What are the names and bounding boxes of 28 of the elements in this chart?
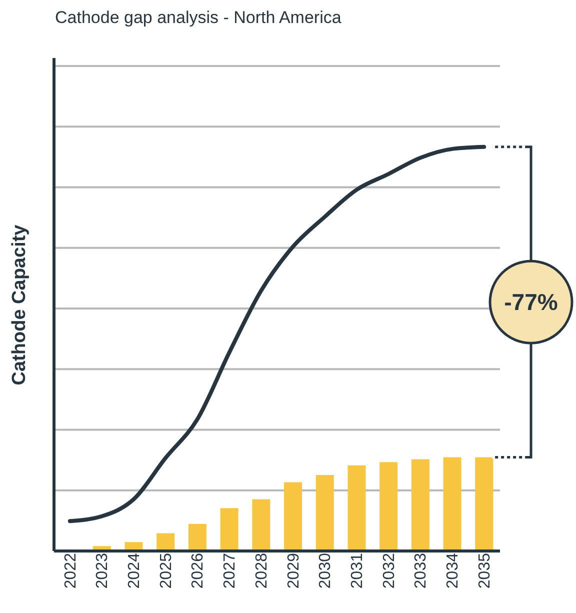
- x-tick-label: 2031: [349, 552, 366, 589]
- x-tick-label: 2030: [317, 552, 334, 589]
- bar: [284, 482, 302, 551]
- x-tick-label: 2033: [412, 552, 430, 589]
- x-tick-label: 2026: [190, 552, 207, 589]
- chart-title: Cathode gap analysis - North America: [55, 8, 342, 28]
- y-axis-title: Cathode Capacity: [9, 224, 31, 385]
- bar: [380, 462, 398, 551]
- bar: [475, 457, 494, 551]
- bar: [316, 475, 334, 551]
- x-tick-label: 2022: [62, 552, 80, 589]
- x-tick-label: 2034: [444, 552, 462, 589]
- bar: [411, 459, 430, 551]
- x-tick-label: 2025: [158, 552, 175, 589]
- x-tick-label: 2027: [222, 552, 239, 589]
- bar: [252, 499, 270, 551]
- bar: [443, 457, 462, 551]
- text: -77%: [504, 289, 558, 316]
- bar: [156, 533, 175, 551]
- x-tick-label: 2024: [126, 552, 144, 589]
- x-tick-label: 2032: [380, 552, 398, 589]
- x-tick-label: 2028: [253, 552, 270, 589]
- bar: [188, 524, 206, 551]
- bar: [348, 465, 366, 551]
- x-tick-label: 2023: [94, 552, 112, 589]
- x-tick-label: 2035: [476, 552, 494, 589]
- bar: [220, 508, 238, 551]
- x-tick-label: 2029: [285, 552, 302, 589]
